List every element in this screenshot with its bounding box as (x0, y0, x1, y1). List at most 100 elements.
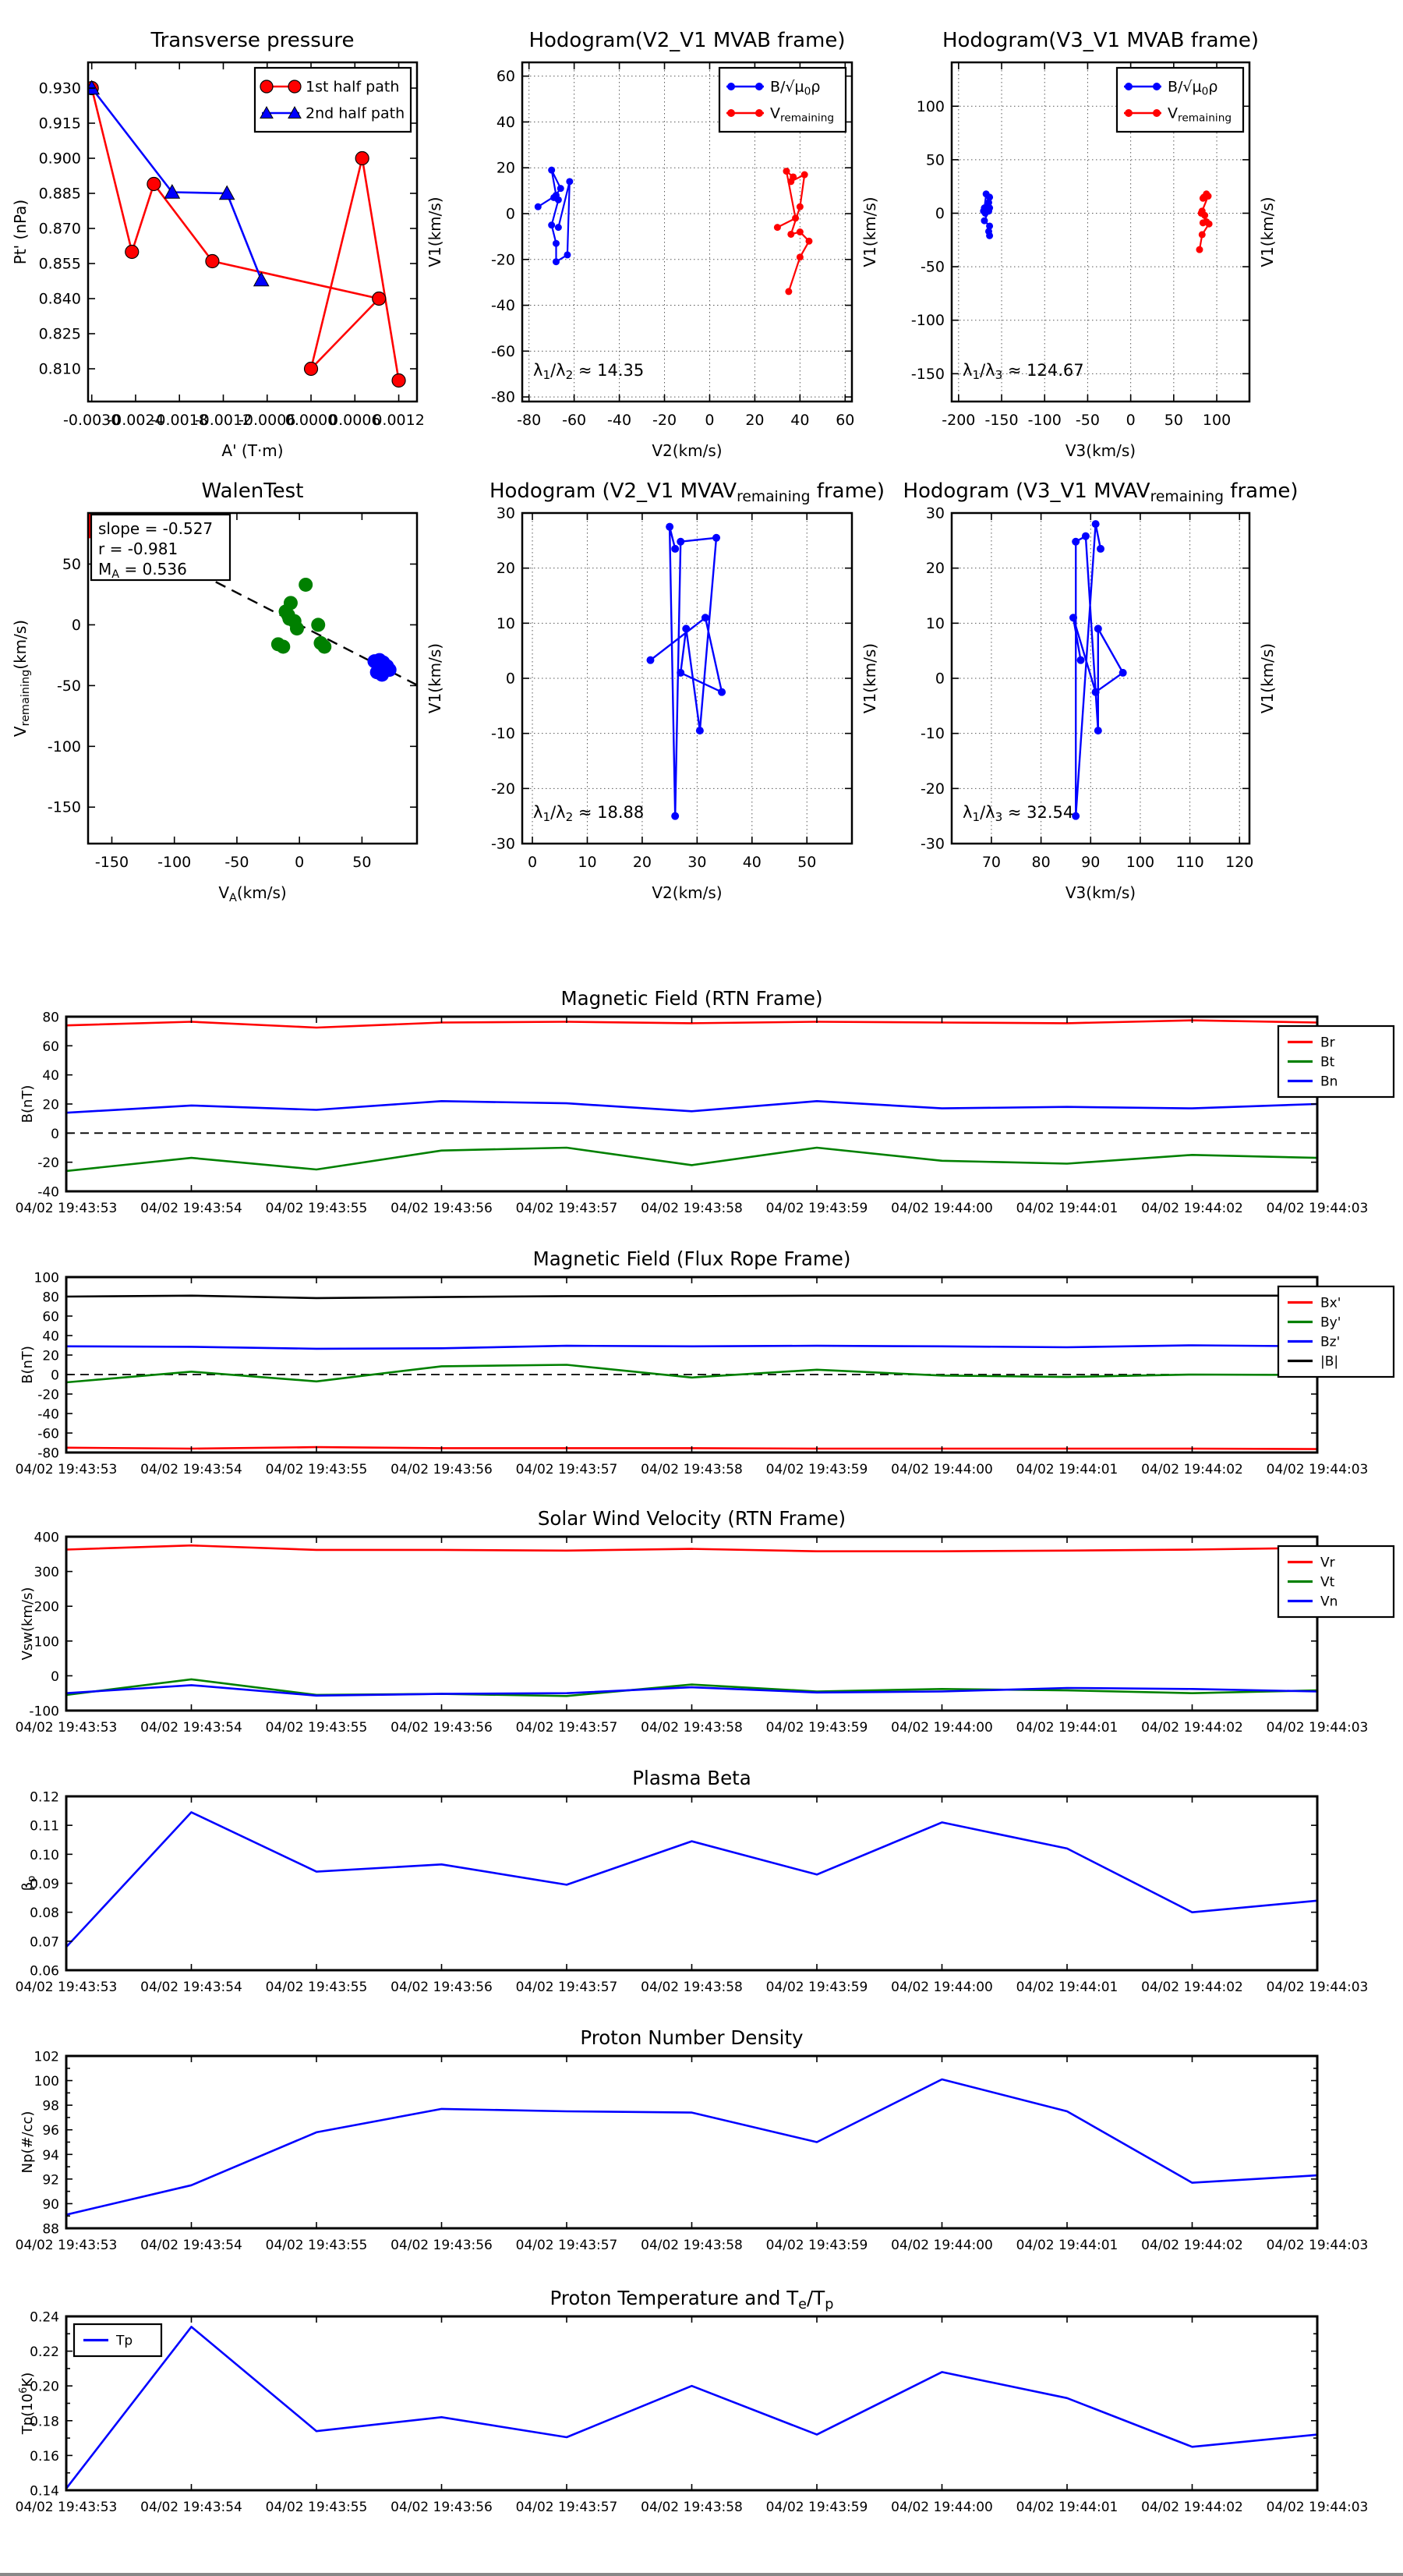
legend-label: Tp (115, 2334, 133, 2349)
proton-temp-xtick: 04/02 19:43:55 (266, 2500, 368, 2515)
hodogram-v3v1-mvab-border (950, 61, 1251, 403)
b-rtn-series (66, 1019, 1317, 1173)
hodogram-v2v1-mvab-xtick: 40 (790, 412, 809, 429)
hodogram-v2v1-mvav-xtick: 40 (743, 854, 762, 871)
hodogram-v2v1-mvab-ylabel-right: V1(km/s) (861, 196, 879, 267)
transverse-pressure-title: Transverse pressure (150, 29, 355, 52)
hodogram-v3v1-mvab-xtick: 100 (1203, 412, 1231, 429)
proton-density-xtick: 04/02 19:44:00 (891, 2238, 993, 2253)
b-fluxrope-ticks (65, 1276, 1318, 1453)
hodogram-v2v1-mvav-ytick: -30 (491, 836, 515, 853)
hodogram-v3v1-mvab-xtick: -200 (942, 412, 975, 429)
proton-temp-xtick: 04/02 19:44:00 (891, 2500, 993, 2515)
plasma-beta-ytick: 0.10 (30, 1848, 59, 1863)
stats-line: r = -0.981 (98, 540, 178, 558)
plasma-beta-xtick: 04/02 19:44:03 (1267, 1980, 1369, 1995)
b-rtn-xtick: 04/02 19:43:53 (16, 1201, 118, 1216)
legend-label: Bz' (1320, 1335, 1340, 1350)
legend-label: By' (1320, 1315, 1341, 1331)
hodogram-v3v1-mvab-grid (952, 62, 1249, 402)
transverse-pressure-ytick: 0.885 (39, 186, 81, 203)
chart-b-fluxrope: 04/02 19:43:53 04/02 19:43:54 04/02 19:43:… (16, 1247, 1395, 1477)
hodogram-v3v1-mvav-ytick: 20 (926, 560, 945, 577)
hodogram-v3v1-mvab-xtick: -100 (1028, 412, 1062, 429)
vsw-rtn-ticks (65, 1536, 1318, 1711)
plasma-beta-ytick: 0.11 (30, 1819, 59, 1835)
b-rtn-ytick: -40 (37, 1185, 59, 1201)
vsw-rtn-ytick: 300 (34, 1565, 59, 1580)
legend-label: Vremaining (1168, 105, 1232, 125)
legend-label: Vn (1320, 1594, 1338, 1610)
plasma-beta-ytick: 0.08 (30, 1905, 59, 1921)
proton-density-ytick: 100 (34, 2074, 59, 2089)
hodogram-v3v1-mvab-legend: B/√μ0ρ Vremaining (1115, 66, 1245, 133)
proton-temp-border (65, 2315, 1319, 2492)
proton-density-ytick: 94 (42, 2148, 59, 2164)
hodogram-v2v1-mvav-ytick: 20 (497, 560, 515, 577)
b-fluxrope-legend: Bx' By' Bz' |B| (1277, 1285, 1395, 1378)
transverse-pressure-line-1st half path (90, 87, 400, 381)
hodogram-v2v1-mvab-xtick: -40 (607, 412, 631, 429)
hodogram-v2v1-mvab-xtick: 0 (705, 412, 714, 429)
b-fluxrope-border (65, 1276, 1319, 1454)
vsw-rtn-xtick: 04/02 19:44:02 (1141, 1720, 1243, 1736)
legend-label: Vremaining (770, 105, 834, 125)
hodogram-v2v1-mvab-legend: B/√μ0ρ Vremaining (718, 66, 847, 133)
legend-label: 1st half path (306, 79, 399, 96)
b-fluxrope-xtick: 04/02 19:44:02 (1141, 1462, 1243, 1477)
plasma-beta-xtick: 04/02 19:43:59 (766, 1980, 868, 1995)
chart-transverse-pressure: -0.0030-0.0024-0.0018-0.0012-0.00060.000… (11, 29, 444, 460)
b-rtn-ytick: -20 (37, 1155, 59, 1171)
plasma-beta-xtick: 04/02 19:43:58 (641, 1980, 743, 1995)
transverse-pressure-ylabel: Pt' (nPa) (11, 200, 30, 264)
hodogram-v3v1-mvab-ytick: -100 (911, 312, 945, 329)
b-rtn-legend: Br Bt Bn (1277, 1024, 1395, 1099)
b-rtn-xtick: 04/02 19:43:57 (516, 1201, 618, 1216)
hodogram-v2v1-mvav-title: Hodogram (V2_V1 MVAVremaining frame) (489, 479, 885, 505)
proton-density-ytick: 102 (34, 2050, 59, 2065)
hodogram-v2v1-mvab-xlabel: V2(km/s) (652, 441, 722, 460)
hodogram-v3v1-mvab-lambda-annotation: λ1/λ3 ≈ 124.67 (963, 361, 1084, 382)
proton-temp-xtick: 04/02 19:43:58 (641, 2500, 743, 2515)
transverse-pressure-xtick: -0.0030 (63, 412, 120, 429)
hodogram-v3v1-mvav-xtick: 80 (1032, 854, 1051, 871)
proton-temp-title: Proton Temperature and Te/Tp (550, 2287, 834, 2312)
walen-test-xtick: -150 (95, 854, 129, 871)
hodogram-v3v1-mvav-ytick: -30 (921, 836, 945, 853)
b-rtn-ytick: 40 (42, 1068, 59, 1084)
hodogram-v3v1-mvab-series (980, 190, 1213, 253)
b-fluxrope-xtick: 04/02 19:43:58 (641, 1462, 743, 1477)
hodogram-v2v1-mvav-line-V path (649, 525, 723, 817)
hodogram-v3v1-mvab-xtick: -150 (984, 412, 1018, 429)
hodogram-v2v1-mvab-ytick: -80 (491, 389, 515, 406)
hodogram-v3v1-mvab-xtick: -50 (1076, 412, 1100, 429)
transverse-pressure-ytick: 0.825 (39, 326, 81, 343)
legend-label: Vt (1320, 1575, 1335, 1591)
hodogram-v3v1-mvav-xtick: 120 (1225, 854, 1253, 871)
hodogram-v2v1-mvab-ytick: -60 (491, 343, 515, 360)
proton-density-ytick: 90 (42, 2197, 59, 2213)
chart-hodogram-v2v1-mvab: -80 -60 -40 -20 0 20 40 60 -80 -60 -40 -20 0 20 40 60 Ho… (491, 29, 879, 460)
proton-temp-ytick: 0.20 (30, 2380, 59, 2395)
vsw-rtn-title: Solar Wind Velocity (RTN Frame) (538, 1507, 846, 1530)
proton-density-xtick: 04/02 19:44:03 (1267, 2238, 1369, 2253)
hodogram-v2v1-mvab-ytick: -40 (491, 297, 515, 314)
hodogram-v2v1-mvab-ytick: -20 (491, 251, 515, 268)
vsw-rtn-ytick: 200 (34, 1600, 59, 1615)
hodogram-v2v1-mvab-title: Hodogram(V2_V1 MVAB frame) (528, 29, 845, 52)
proton-temp-xtick: 04/02 19:43:56 (391, 2500, 493, 2515)
vsw-rtn-xtick: 04/02 19:43:55 (266, 1720, 368, 1736)
hodogram-v2v1-mvab-xtick: -60 (562, 412, 586, 429)
plasma-beta-xtick: 04/02 19:44:00 (891, 1980, 993, 1995)
b-fluxrope-ytick: 100 (34, 1271, 59, 1286)
b-rtn-ytick: 0 (51, 1127, 59, 1142)
hodogram-v2v1-mvav-ylabel-right: V1(km/s) (861, 643, 879, 713)
proton-temp-line-Tp (66, 2326, 1317, 2489)
hodogram-v2v1-mvab-xtick: -20 (652, 412, 677, 429)
chart-vsw-rtn: 04/02 19:43:53 04/02 19:43:54 04/02 19:43:… (16, 1507, 1395, 1736)
walen-test-xtick: 0 (295, 854, 304, 871)
b-fluxrope-ylabel: B(nT) (19, 1346, 36, 1384)
chart-walen-test: -150 -100 -50 0 50 -150 -100 -50 0 50 WalenTest VA(… (11, 479, 444, 904)
vsw-rtn-xtick: 04/02 19:43:54 (140, 1720, 242, 1736)
proton-temp-xtick: 04/02 19:43:57 (516, 2500, 618, 2515)
